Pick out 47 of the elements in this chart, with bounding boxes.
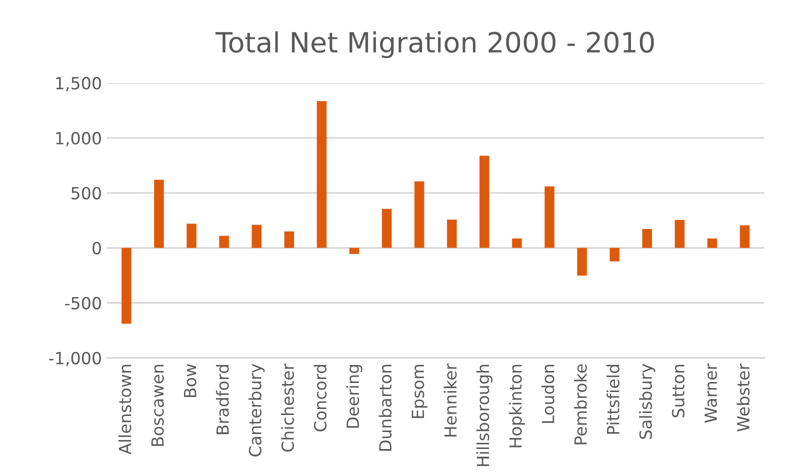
bar	[122, 248, 132, 324]
y-tick-label: -1,000	[49, 352, 101, 366]
bar	[349, 248, 360, 254]
x-tick-label: Hillsborough	[476, 364, 492, 466]
y-tick-label: 0	[92, 242, 101, 254]
bar	[316, 101, 327, 248]
x-tick-label: Boscawen	[151, 364, 164, 446]
bar	[544, 186, 554, 248]
x-tick-label: Loudon	[541, 364, 554, 423]
x-tick-label: Hopkinton	[508, 364, 526, 448]
x-tick-label: Allenstown	[118, 364, 132, 454]
x-tick-label: Concord	[314, 364, 327, 432]
bar	[512, 238, 522, 248]
x-tick-label: Deering	[346, 364, 362, 428]
x-tick-label: Sutton	[672, 364, 685, 418]
x-tick-label: Dunbarton	[378, 364, 392, 451]
x-tick-label: Chichester	[281, 363, 294, 452]
y-tick-label: 500	[72, 186, 101, 200]
bar	[186, 224, 196, 248]
bar	[414, 181, 424, 248]
x-tick-label: Henniker	[444, 363, 457, 436]
bar	[382, 208, 392, 248]
bar	[219, 236, 229, 248]
bar	[284, 231, 294, 248]
bar	[252, 224, 262, 248]
bar	[577, 248, 587, 276]
x-tick-label: Warner	[704, 363, 718, 423]
x-tick-label: Pittsfield	[606, 364, 620, 434]
y-tick-label: -500	[65, 296, 101, 310]
bar	[446, 220, 457, 248]
x-tick-label: Canterbury	[248, 364, 265, 456]
bar	[642, 228, 652, 248]
x-tick-label: Bradford	[216, 364, 229, 434]
x-tick-label: Bow	[184, 364, 196, 398]
bar	[154, 180, 164, 248]
x-tick-label: Epsom	[412, 364, 428, 418]
bar	[740, 225, 750, 248]
bar	[480, 156, 490, 248]
y-tick-label: 1,500	[56, 76, 101, 92]
bar	[674, 220, 685, 248]
chart-title: Total Net Migration 2000 - 2010	[215, 31, 654, 58]
x-tick-label: Salisbury	[639, 364, 656, 439]
y-tick-label: 1,000	[56, 132, 101, 146]
bar	[610, 248, 620, 262]
bar	[707, 238, 718, 248]
x-tick-label: Webster	[736, 363, 750, 432]
x-tick-label: Pembroke	[574, 364, 587, 444]
